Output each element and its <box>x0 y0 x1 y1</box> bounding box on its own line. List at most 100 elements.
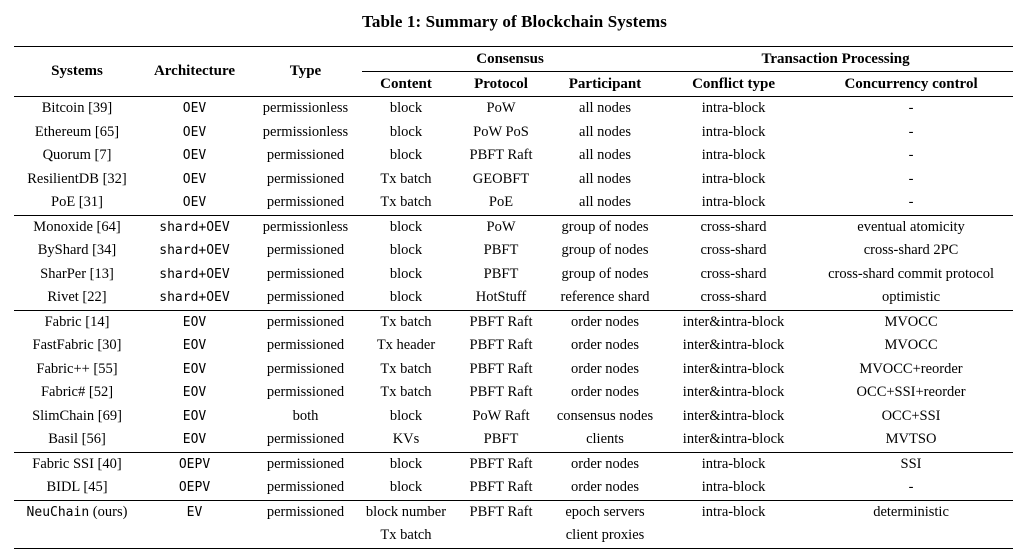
table-row: Fabric [14] EOV permissioned Tx batch PBFT R… <box>14 309 1014 334</box>
table-row: PoE [31] OEV permissioned Tx batch PoE all no… <box>14 191 1013 215</box>
cell-system: ByShard [34] <box>37 242 117 259</box>
cell-architecture: OEV <box>182 124 207 140</box>
table-row: BIDL [45] OEPV permissioned block PBFT Raft o… <box>14 476 1013 500</box>
header-type: Type <box>289 63 322 79</box>
cell-concurrency-control <box>809 524 1014 549</box>
cell-concurrency-control: MVOCC <box>809 309 1014 334</box>
cell-concurrency-control: cross-shard 2PC <box>863 242 959 259</box>
header-concurrency-control: Concurrency control <box>844 75 978 92</box>
cell-architecture: OEV <box>182 195 207 211</box>
cell-system: PoE [31] <box>51 194 103 211</box>
cell-content: block <box>389 407 423 424</box>
cell-participant: order nodes <box>570 337 640 354</box>
cell-system: Fabric++ [55] <box>36 360 118 377</box>
cell-conflict-type: cross-shard <box>700 265 767 282</box>
cell-protocol: PoW PoS <box>473 123 529 140</box>
cell-content: Tx batch <box>380 194 432 211</box>
cell-type <box>249 524 362 549</box>
cell-content: block <box>389 147 423 164</box>
cell-architecture: shard+OEV <box>140 214 249 239</box>
cell-content: block <box>389 479 423 496</box>
table-header: Systems Architecture Type Consensus Tran… <box>14 46 1014 97</box>
cell-protocol: PBFT <box>483 265 519 282</box>
cell-conflict-type: cross-shard <box>658 214 810 239</box>
table-row-neuchain-cont: Tx batch client proxies <box>14 524 1014 549</box>
table-row: Bitcoin [39] OEV permissionless block PoW all… <box>14 96 1014 121</box>
cell-concurrency-control: - <box>908 194 914 211</box>
cell-conflict-type: intra-block <box>701 123 766 140</box>
cell-type: permissioned <box>266 431 345 448</box>
cell-conflict-type: cross-shard <box>700 289 767 306</box>
header-protocol: Protocol <box>474 75 528 92</box>
cell-system: Quorum [7] <box>42 147 112 164</box>
cell-system: NeuChain (ours) <box>14 499 140 524</box>
cell-type: permissioned <box>249 451 362 476</box>
cell-protocol <box>450 524 552 549</box>
cell-participant: consensus nodes <box>556 407 654 424</box>
cell-protocol: PBFT Raft <box>469 479 533 496</box>
cell-conflict-type: intra-block <box>701 170 766 187</box>
cell-system: Fabric# [52] <box>40 384 114 401</box>
table-caption: Table 1: Summary of Blockchain Systems <box>362 12 667 31</box>
table-row: Monoxide [64] shard+OEV permissionless bloc… <box>14 214 1014 239</box>
table-row: Basil [56] EOV permissioned KVs PBFT clients i… <box>14 428 1013 452</box>
cell-type: permissioned <box>266 479 345 496</box>
cell-protocol: PoW Raft <box>472 407 530 424</box>
cell-system: Monoxide [64] <box>14 214 140 239</box>
cell-content: Tx batch <box>362 524 450 549</box>
table-row: ResilientDB [32] OEV permissioned Tx batch G… <box>14 168 1013 192</box>
cell-participant: clients <box>586 431 624 448</box>
cell-protocol: PoE <box>488 194 514 211</box>
cell-type: permissioned <box>266 194 345 211</box>
table-row: ByShard [34] shard+OEV permissioned block PB… <box>14 239 1013 263</box>
cell-type: permissioned <box>266 147 345 164</box>
cell-content: Tx batch <box>380 384 432 401</box>
cell-architecture: EV <box>140 499 249 524</box>
cell-type: permissionless <box>262 123 349 140</box>
cell-conflict-type: inter&intra-block <box>682 337 785 354</box>
cell-participant: all nodes <box>579 147 631 164</box>
table-row: FastFabric [30] EOV permissioned Tx header P… <box>14 334 1013 358</box>
cell-concurrency-control: MVTSO <box>885 431 937 448</box>
cell-concurrency-control: - <box>908 479 914 496</box>
cell-system: Fabric [14] <box>14 309 140 334</box>
cell-system: SlimChain [69] <box>32 407 122 424</box>
cell-protocol: PoW <box>450 214 552 239</box>
cell-system: Fabric SSI [40] <box>14 451 140 476</box>
header-conflict-type: Conflict type <box>692 75 775 92</box>
cell-concurrency-control: MVOCC+reorder <box>859 360 963 377</box>
cell-type: permissioned <box>266 265 345 282</box>
cell-type: permissioned <box>249 309 362 334</box>
cell-participant: all nodes <box>579 123 631 140</box>
header-transaction-processing: Transaction Processing <box>658 46 1014 72</box>
table-row: SlimChain [69] EOV both block PoW Raft consen… <box>14 405 1013 429</box>
cell-participant: epoch servers <box>552 499 659 524</box>
cell-type: permissioned <box>266 337 345 354</box>
cell-type: permissionless <box>249 214 362 239</box>
cell-type: permissioned <box>266 289 345 306</box>
cell-concurrency-control: OCC+SSI+reorder <box>856 384 966 401</box>
table-row-neuchain: NeuChain (ours) EV permissioned block nu… <box>14 499 1014 524</box>
header-consensus: Consensus <box>362 46 659 72</box>
cell-architecture: OEV <box>182 148 207 164</box>
cell-type: permissioned <box>266 242 345 259</box>
cell-content: Tx batch <box>380 360 432 377</box>
cell-architecture: EOV <box>140 309 249 334</box>
cell-protocol: PBFT Raft <box>469 360 533 377</box>
cell-content: block <box>389 242 423 259</box>
cell-system: ResilientDB [32] <box>27 170 127 187</box>
cell-participant: all nodes <box>579 194 631 211</box>
cell-system: Rivet [22] <box>47 289 107 306</box>
header-participant: Participant <box>568 75 642 92</box>
cell-concurrency-control: cross-shard commit protocol <box>828 265 994 282</box>
header-content: Content <box>380 75 432 92</box>
cell-participant: all nodes <box>579 170 631 187</box>
cell-concurrency-control: optimistic <box>882 289 941 306</box>
cell-system <box>14 524 140 549</box>
cell-concurrency-control: SSI <box>809 451 1014 476</box>
cell-concurrency-control: - <box>908 123 914 140</box>
cell-concurrency-control: - <box>908 147 914 164</box>
cell-concurrency-control: deterministic <box>809 499 1014 524</box>
cell-conflict-type: intra-block <box>658 499 810 524</box>
cell-system: Ethereum [65] <box>34 123 120 140</box>
